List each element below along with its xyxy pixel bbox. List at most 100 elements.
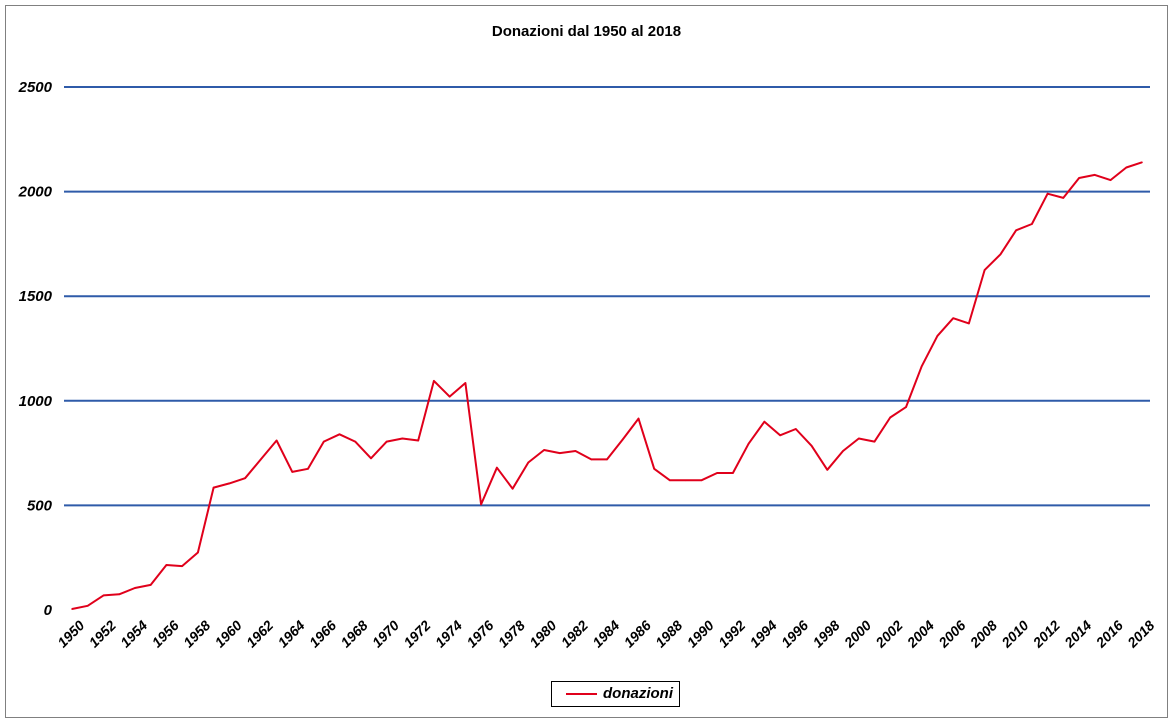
data-point: [543, 449, 545, 451]
x-tick-label: 1966: [306, 617, 339, 650]
data-point: [275, 439, 278, 442]
data-point: [1094, 174, 1096, 176]
data-point: [118, 593, 120, 596]
data-point: [1125, 166, 1128, 169]
y-tick-label: 0: [44, 602, 53, 619]
x-tick-label: 1984: [589, 617, 622, 650]
data-point: [795, 428, 797, 430]
x-tick-label: 2006: [935, 617, 969, 651]
data-point: [1062, 197, 1065, 199]
x-tick-label: 1996: [778, 617, 811, 650]
data-point: [480, 503, 482, 506]
data-point: [1015, 229, 1017, 232]
data-point: [779, 434, 781, 437]
data-point: [968, 322, 970, 325]
data-point: [574, 450, 577, 452]
data-point: [905, 406, 907, 408]
data-point: [338, 433, 341, 436]
data-point: [212, 486, 215, 489]
legend-line-swatch: [566, 693, 597, 695]
data-point: [700, 479, 703, 482]
data-point: [134, 587, 136, 589]
data-point: [1141, 161, 1143, 164]
x-tick-label: 1960: [211, 617, 244, 650]
data-point: [197, 551, 199, 554]
y-tick-label: 1500: [19, 288, 53, 305]
data-point: [842, 450, 844, 452]
data-point: [873, 440, 876, 443]
y-tick-label: 500: [27, 497, 53, 514]
data-point: [559, 452, 561, 454]
legend: donazioni: [551, 681, 680, 707]
series-group: [71, 161, 1143, 610]
data-point: [417, 439, 420, 442]
x-tick-label: 1958: [180, 617, 213, 650]
x-tick-label: 1976: [463, 617, 496, 650]
data-point: [181, 565, 183, 567]
data-point: [606, 458, 608, 461]
x-tick-label: 1988: [652, 617, 685, 650]
x-tick-label: 1956: [149, 617, 182, 650]
data-point: [1046, 192, 1049, 195]
x-tick-label: 2016: [1092, 617, 1126, 651]
data-point: [149, 584, 152, 586]
chart-frame: [5, 5, 1168, 718]
data-point: [826, 469, 829, 471]
x-tick-label: 1954: [117, 617, 150, 650]
x-tick-label: 1992: [715, 617, 748, 650]
data-point: [1078, 177, 1080, 179]
data-point: [86, 605, 89, 607]
x-tick-label: 2014: [1060, 617, 1094, 651]
x-tick-label: 1990: [684, 617, 717, 650]
data-point: [621, 438, 624, 441]
data-point: [527, 461, 530, 464]
data-point: [747, 442, 750, 445]
data-point: [354, 440, 357, 443]
data-point: [323, 440, 325, 443]
x-tick-label: 1952: [86, 617, 119, 650]
data-point: [165, 564, 168, 566]
data-point: [999, 253, 1002, 256]
data-point: [810, 445, 813, 447]
x-tick-label: 2004: [903, 617, 937, 651]
legend-label: donazioni: [603, 685, 673, 702]
x-tick-label: 2008: [966, 617, 1000, 651]
data-point: [260, 458, 262, 461]
x-axis-ticks: 1950195219541956195819601962196419661968…: [54, 617, 1157, 651]
data-point: [716, 472, 718, 474]
x-tick-label: 1962: [243, 617, 276, 650]
x-tick-label: 1994: [746, 617, 779, 650]
data-point: [370, 457, 372, 460]
data-point: [763, 420, 766, 423]
data-point: [496, 466, 498, 469]
x-tick-label: 1950: [54, 617, 87, 650]
data-point: [228, 482, 231, 485]
data-point: [653, 468, 655, 470]
x-tick-label: 1968: [337, 617, 370, 650]
x-tick-label: 2018: [1123, 617, 1157, 651]
x-tick-label: 1998: [809, 617, 842, 650]
data-point: [71, 608, 73, 610]
y-axis-ticks: 0 500 1000 1500 2000 2500: [18, 79, 53, 619]
data-point: [983, 269, 986, 271]
data-point: [936, 335, 939, 337]
data-point: [732, 472, 734, 474]
x-tick-label: 2010: [998, 617, 1032, 651]
x-tick-label: 1978: [495, 617, 528, 650]
data-point: [669, 479, 671, 482]
x-tick-label: 2002: [872, 617, 906, 651]
x-tick-label: 2000: [840, 617, 874, 651]
y-tick-label: 2500: [18, 79, 53, 96]
x-tick-label: 2012: [1029, 617, 1063, 651]
data-point: [244, 477, 246, 480]
data-point: [637, 417, 640, 420]
x-tick-label: 1974: [432, 617, 465, 650]
data-point: [102, 594, 105, 597]
x-tick-label: 1964: [274, 617, 307, 650]
data-point: [385, 440, 388, 443]
data-point: [1109, 179, 1112, 181]
data-point: [511, 487, 514, 490]
data-point: [291, 471, 294, 473]
data-point: [1031, 223, 1033, 225]
